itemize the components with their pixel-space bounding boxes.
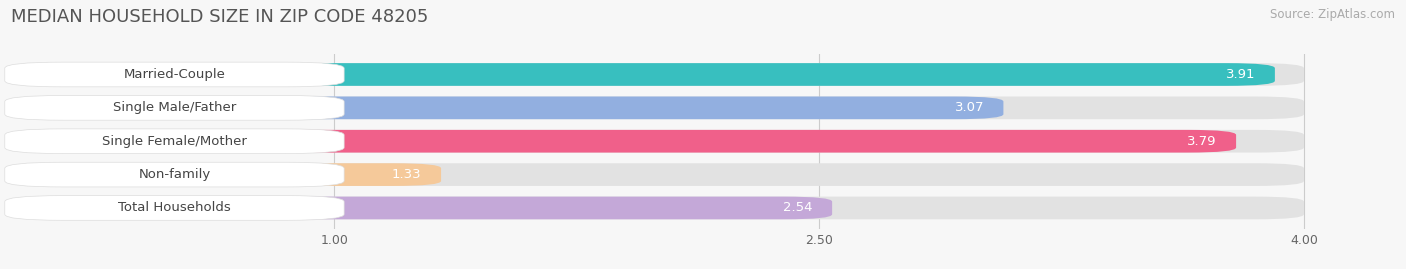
Text: Single Female/Mother: Single Female/Mother bbox=[103, 135, 247, 148]
FancyBboxPatch shape bbox=[11, 97, 1004, 119]
FancyBboxPatch shape bbox=[4, 162, 344, 187]
Text: 3.79: 3.79 bbox=[1187, 135, 1216, 148]
Text: Married-Couple: Married-Couple bbox=[124, 68, 225, 81]
FancyBboxPatch shape bbox=[11, 163, 441, 186]
Text: MEDIAN HOUSEHOLD SIZE IN ZIP CODE 48205: MEDIAN HOUSEHOLD SIZE IN ZIP CODE 48205 bbox=[11, 8, 429, 26]
Text: 2.54: 2.54 bbox=[783, 201, 813, 214]
FancyBboxPatch shape bbox=[11, 130, 1236, 153]
FancyBboxPatch shape bbox=[11, 63, 1303, 86]
Text: Source: ZipAtlas.com: Source: ZipAtlas.com bbox=[1270, 8, 1395, 21]
FancyBboxPatch shape bbox=[4, 196, 344, 220]
FancyBboxPatch shape bbox=[11, 197, 1303, 219]
FancyBboxPatch shape bbox=[11, 130, 1303, 153]
FancyBboxPatch shape bbox=[11, 163, 1303, 186]
Text: 1.33: 1.33 bbox=[392, 168, 422, 181]
Text: 3.07: 3.07 bbox=[955, 101, 984, 114]
FancyBboxPatch shape bbox=[11, 197, 832, 219]
Text: Non-family: Non-family bbox=[138, 168, 211, 181]
FancyBboxPatch shape bbox=[11, 63, 1275, 86]
Text: Single Male/Father: Single Male/Father bbox=[112, 101, 236, 114]
FancyBboxPatch shape bbox=[4, 62, 344, 87]
FancyBboxPatch shape bbox=[4, 129, 344, 154]
Text: 3.91: 3.91 bbox=[1226, 68, 1256, 81]
FancyBboxPatch shape bbox=[4, 95, 344, 120]
FancyBboxPatch shape bbox=[11, 97, 1303, 119]
Text: Total Households: Total Households bbox=[118, 201, 231, 214]
